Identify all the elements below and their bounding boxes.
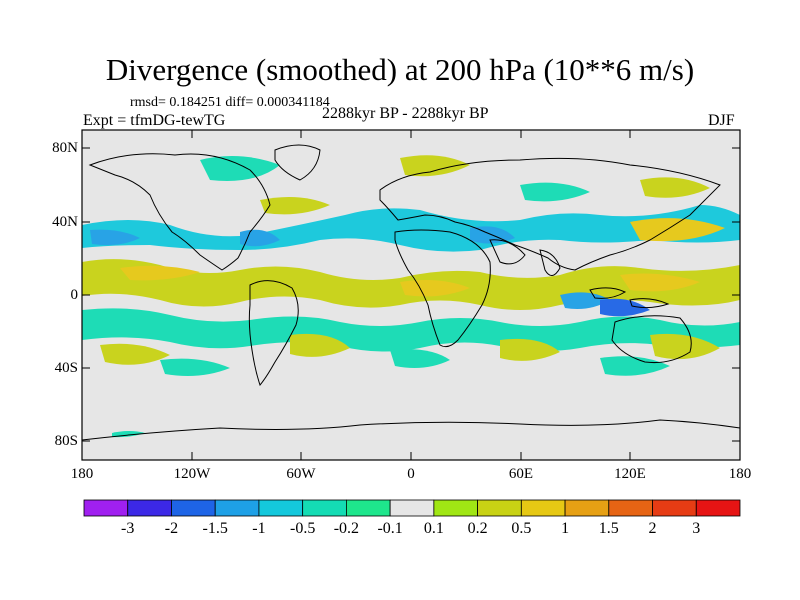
colorbar-swatch — [302, 499, 347, 517]
colorbar-tick-label: 1 — [561, 520, 570, 537]
colorbar-swatch — [520, 499, 566, 517]
lat-label-40n: 40N — [52, 214, 78, 230]
experiment-label: Expt = tfmDG-tewTG — [83, 112, 226, 129]
colorbar-swatch — [214, 499, 260, 517]
lat-label-0: 0 — [70, 287, 79, 303]
lon-label-180w: 180 — [70, 466, 94, 482]
lat-label-80s: 80S — [54, 433, 78, 449]
colorbar-swatch — [171, 499, 216, 517]
lon-label-60w: 60W — [286, 466, 316, 482]
lon-label-120w: 120W — [173, 466, 211, 482]
colorbar-tick-label: -3 — [121, 520, 135, 537]
colorbar-tick-label: -0.1 — [377, 520, 403, 537]
coastlines — [81, 144, 741, 441]
colorbar-tick-label: 0.5 — [511, 520, 532, 537]
colorbar-tick-label: 1.5 — [598, 520, 619, 537]
lon-label-120e: 120E — [614, 466, 646, 482]
colorbar-swatch — [695, 499, 741, 517]
colorbar-tick-label: 2 — [648, 520, 657, 537]
colorbar-swatch — [389, 499, 435, 517]
season-label: DJF — [708, 112, 735, 129]
colorbar-swatch — [564, 499, 610, 517]
colorbar-tick-label: -2 — [164, 520, 179, 537]
colorbar-swatch — [652, 499, 697, 517]
axis-ticks — [81, 130, 741, 460]
colorbar-swatch — [608, 499, 653, 517]
colorbar-tick-label: -1 — [252, 520, 266, 537]
lat-label-80n: 80N — [52, 140, 78, 156]
period-label: 2288kyr BP - 2288kyr BP — [322, 105, 489, 122]
colorbar-swatch — [127, 499, 172, 517]
colorbar-swatch — [433, 499, 479, 517]
colorbar-tick-label: -1.5 — [202, 520, 228, 537]
lat-label-40s: 40S — [54, 360, 78, 376]
colorbar-tick-label: -0.5 — [289, 520, 316, 537]
colorbar-swatch — [258, 499, 304, 517]
rmsd-stats: rmsd= 0.184251 diff= 0.000341184 — [130, 95, 330, 110]
lon-label-180e: 180 — [728, 466, 752, 482]
colorbar-tick-label: 3 — [692, 520, 701, 537]
colorbar — [83, 499, 741, 517]
lon-label-0: 0 — [407, 466, 415, 482]
colorbar-swatch — [345, 499, 391, 517]
colorbar-swatch — [477, 499, 522, 517]
colorbar-tick-label: 0.1 — [423, 520, 444, 537]
plot-title: Divergence (smoothed) at 200 hPa (10**6 … — [105, 52, 695, 87]
colorbar-swatch — [83, 499, 129, 517]
colorbar-tick-label: 0.2 — [467, 520, 488, 537]
colorbar-tick-label: -0.2 — [333, 520, 360, 537]
lon-label-60e: 60E — [508, 466, 534, 482]
